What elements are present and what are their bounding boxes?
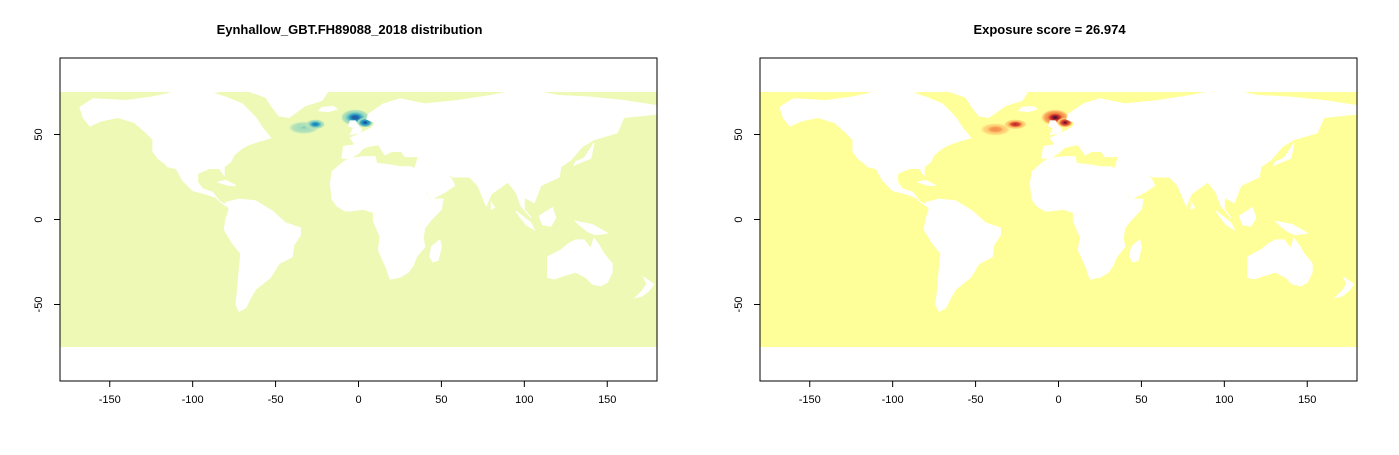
x-tick-label: -100 <box>182 394 204 406</box>
landmass-north-america <box>79 91 272 207</box>
landmass-great-britain <box>1047 120 1063 136</box>
landmass-new-zealand <box>633 275 655 299</box>
y-tick-label: 0 <box>33 216 45 222</box>
density-hotspot <box>1003 119 1027 130</box>
landmass-iceland <box>1017 105 1038 113</box>
x-tick-label: -50 <box>968 394 984 406</box>
landmass-africa <box>329 156 444 280</box>
landmass-japan <box>1273 142 1295 167</box>
x-tick-label: -150 <box>99 394 121 406</box>
landmass-borneo <box>1238 206 1257 227</box>
landmass-africa <box>1029 156 1144 280</box>
distribution-map-panel: Eynhallow_GBT.FH89088_2018 distribution … <box>0 0 699 455</box>
landmass-madagascar <box>429 239 442 263</box>
y-tick-label: 50 <box>733 128 745 140</box>
x-tick-label: 100 <box>515 394 533 406</box>
landmass-eurasia <box>1041 88 1358 219</box>
x-tick-label: 100 <box>1215 394 1233 406</box>
landmass-south-america <box>223 198 301 312</box>
distribution-map-plot: -150 -100 -50 0 50 100 150 -50 0 50 <box>33 57 658 406</box>
no-data-south <box>60 347 657 381</box>
landmass-sri-lanka <box>1190 200 1196 211</box>
y-tick-label: 50 <box>33 128 45 140</box>
exposure-map-plot: -150 -100 -50 0 50 100 150 -50 0 50 <box>733 57 1358 406</box>
y-tick-label: -50 <box>33 297 45 313</box>
landmass-sri-lanka <box>490 200 496 211</box>
landmass-great-britain <box>347 120 363 136</box>
x-tick-label: 50 <box>435 394 447 406</box>
landmass-australia <box>1247 237 1313 287</box>
y-tick-label: -50 <box>733 297 745 313</box>
landmass-new-zealand <box>1333 275 1355 299</box>
landmass-cuba <box>917 179 937 186</box>
landmass-borneo <box>538 206 557 227</box>
no-data-south <box>760 347 1357 381</box>
x-tick-label: 50 <box>1135 394 1147 406</box>
landmass-madagascar <box>1129 239 1142 263</box>
landmass-sumatra <box>1215 210 1236 232</box>
landmass-japan <box>573 142 595 167</box>
landmass-south-america <box>923 198 1001 312</box>
density-hotspot <box>978 122 1013 137</box>
x-tick-label: -50 <box>268 394 284 406</box>
landmass-australia <box>547 237 613 287</box>
landmass-iceland <box>317 105 338 113</box>
x-tick-label: -150 <box>799 394 821 406</box>
x-tick-label: 0 <box>1055 394 1061 406</box>
exposure-map-title: Exposure score = 26.974 <box>973 22 1126 37</box>
x-tick-label: 150 <box>598 394 616 406</box>
x-tick-label: 150 <box>1298 394 1316 406</box>
landmass-sumatra <box>515 210 536 232</box>
no-data-north <box>60 58 657 92</box>
density-hotspot <box>305 119 326 130</box>
x-tick-label: -100 <box>882 394 904 406</box>
y-tick-label: 0 <box>733 216 745 222</box>
landmass-new-guinea <box>574 220 609 236</box>
x-tick-label: 0 <box>355 394 361 406</box>
landmass-cuba <box>217 179 237 186</box>
exposure-map-panel: Exposure score = 26.974 -150 -100 -50 0 50 10… <box>700 0 1399 455</box>
no-data-north <box>760 58 1357 92</box>
landmass-north-america <box>779 91 972 207</box>
landmass-new-guinea <box>1274 220 1309 236</box>
distribution-map-title: Eynhallow_GBT.FH89088_2018 distribution <box>216 22 483 37</box>
landmass-eurasia <box>341 88 658 219</box>
